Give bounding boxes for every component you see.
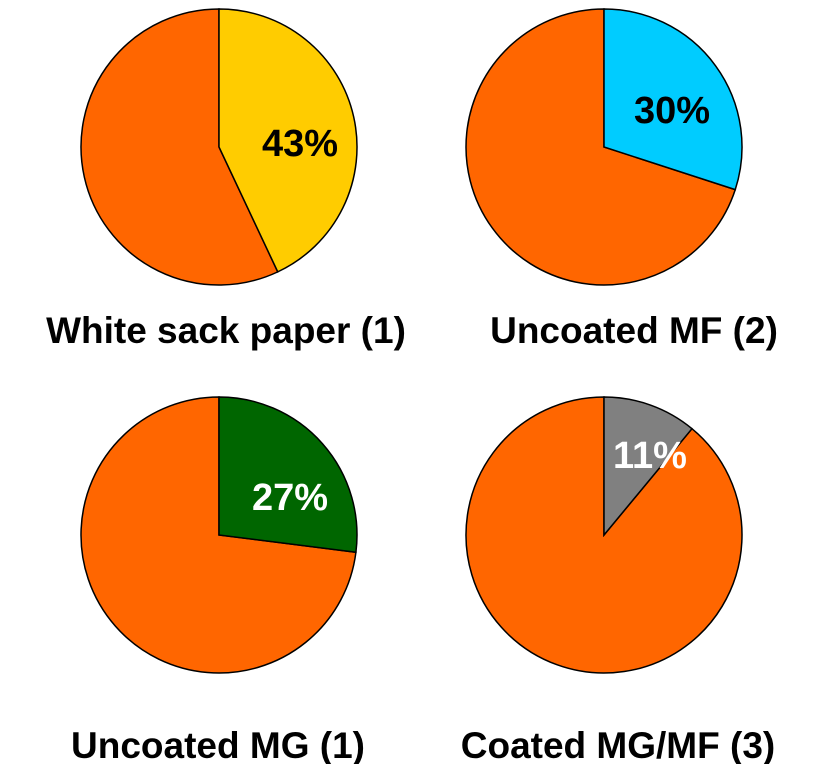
pie-white-sack-paper: 43% White sack paper (1) — [46, 9, 406, 351]
pie-uncoated-mg: 27% Uncoated MG (1) — [71, 397, 365, 764]
pie-title: Uncoated MF (2) — [490, 310, 778, 351]
slice-label: 30% — [634, 90, 710, 132]
slice-label: 27% — [252, 477, 328, 519]
pie-uncoated-mf: 30% Uncoated MF (2) — [466, 9, 778, 351]
pie-title: Coated MG/MF (3) — [461, 725, 775, 764]
slice-highlight — [219, 397, 357, 552]
slice-label: 11% — [613, 435, 687, 477]
pie-title: White sack paper (1) — [46, 310, 406, 351]
pie-title: Uncoated MG (1) — [71, 725, 365, 764]
pie-coated-mg-mf: 11% Coated MG/MF (3) — [461, 397, 775, 764]
slice-label: 43% — [262, 123, 338, 165]
